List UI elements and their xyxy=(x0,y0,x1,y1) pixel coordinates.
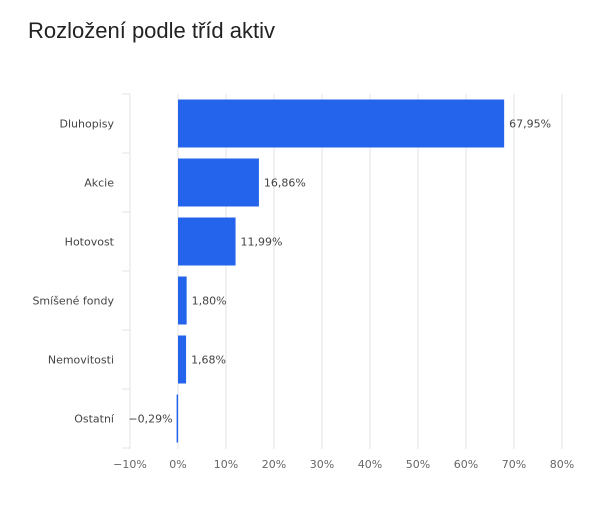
bar xyxy=(178,276,187,325)
category-label: Ostatní xyxy=(74,413,115,426)
bar xyxy=(178,99,505,148)
x-tick-label: 60% xyxy=(454,458,478,471)
x-tick-label: 80% xyxy=(550,458,574,471)
x-tick-label: 10% xyxy=(214,458,238,471)
x-tick-label: 70% xyxy=(502,458,526,471)
category-label: Dluhopisy xyxy=(60,118,115,131)
category-label: Akcie xyxy=(84,177,114,190)
data-label: 67,95% xyxy=(509,118,551,131)
data-label: 11,99% xyxy=(241,236,283,249)
category-label: Nemovitosti xyxy=(48,354,114,367)
category-label: Smíšené fondy xyxy=(32,295,114,308)
x-tick-label: 40% xyxy=(358,458,382,471)
category-label: Hotovost xyxy=(65,236,115,249)
data-label: 1,68% xyxy=(191,354,226,367)
bar xyxy=(178,335,187,384)
data-label: 16,86% xyxy=(264,177,306,190)
x-tick-label: 20% xyxy=(262,458,286,471)
chart-title: Rozložení podle tříd aktiv xyxy=(28,18,276,43)
x-tick-label: 0% xyxy=(169,458,186,471)
bar xyxy=(178,158,259,207)
bar xyxy=(178,217,236,266)
data-label: 1,80% xyxy=(192,295,227,308)
x-tick-label: 50% xyxy=(406,458,430,471)
x-tick-label: 30% xyxy=(310,458,334,471)
x-tick-label: −10% xyxy=(113,458,147,471)
bar xyxy=(176,394,179,443)
data-label: −0,29% xyxy=(128,413,172,426)
